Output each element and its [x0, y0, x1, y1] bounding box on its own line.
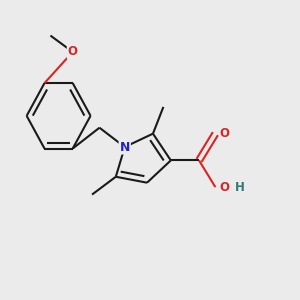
- Text: O: O: [220, 127, 230, 140]
- Text: O: O: [68, 45, 78, 58]
- Text: H: H: [235, 181, 245, 194]
- Text: N: N: [119, 140, 130, 154]
- Text: O: O: [220, 181, 230, 194]
